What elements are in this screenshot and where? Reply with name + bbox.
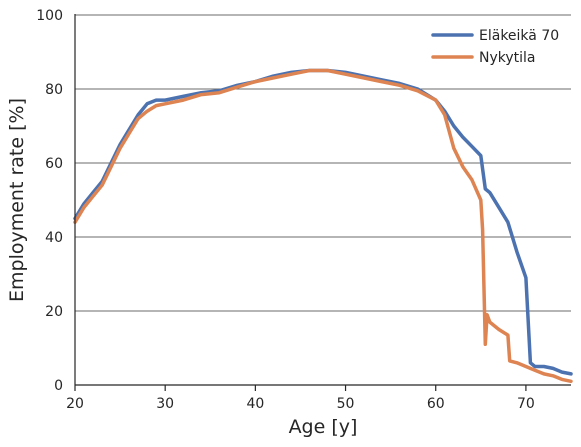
legend: Eläkeikä 70 Nykytila: [431, 28, 559, 66]
y-tick-label: 100: [36, 8, 63, 24]
axes: [74, 14, 571, 386]
legend-label: Eläkeikä 70: [479, 28, 559, 44]
series-line-1: [73, 68, 573, 376]
y-tick-label: 0: [54, 378, 63, 394]
x-tick-label: 20: [66, 396, 84, 412]
x-tick-label: 40: [246, 396, 264, 412]
x-tick-label: 60: [427, 396, 445, 412]
x-tick-label: 70: [517, 396, 535, 412]
x-axis-ticks: 20 30 40 50 60 70: [66, 385, 535, 412]
y-tick-label: 40: [45, 230, 63, 246]
y-tick-label: 60: [45, 156, 63, 172]
gridlines: [75, 14, 571, 312]
y-axis-ticks: 0 20 40 60 80 100: [36, 8, 63, 394]
legend-label: Nykytila: [479, 50, 536, 66]
y-tick-label: 80: [45, 82, 63, 98]
series-lines: [73, 68, 573, 384]
series-line-2: [73, 68, 573, 384]
x-axis-title: Age [y]: [289, 416, 358, 438]
y-axis-title: Employment rate [%]: [6, 98, 28, 302]
x-tick-label: 50: [337, 396, 355, 412]
x-tick-label: 30: [156, 396, 174, 412]
y-tick-label: 20: [45, 304, 63, 320]
